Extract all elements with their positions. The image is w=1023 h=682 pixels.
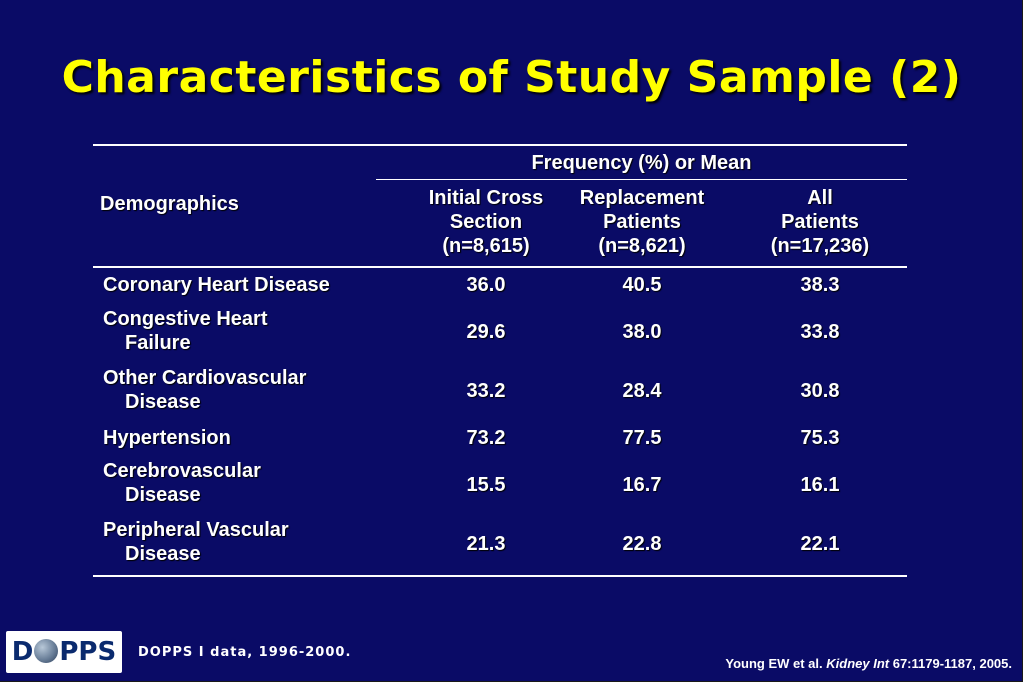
row-label-line: Congestive Heart bbox=[103, 308, 268, 330]
logo-text-left: D bbox=[11, 637, 34, 667]
table-row-label: Other Cardiovascular Disease bbox=[103, 366, 306, 414]
row-label-line: Peripheral Vascular bbox=[103, 519, 289, 541]
group-header-rule bbox=[376, 179, 907, 180]
column-header-line: (n=17,236) bbox=[770, 235, 870, 257]
row-label-line: Disease bbox=[125, 391, 201, 413]
citation-details: 67:1179-1187, 2005. bbox=[892, 656, 1012, 671]
table-cell: 40.5 bbox=[622, 274, 662, 296]
table-cell: 28.4 bbox=[622, 380, 662, 402]
column-header-line: Replacement bbox=[579, 187, 705, 209]
table-row-label: Peripheral Vascular Disease bbox=[103, 518, 289, 566]
table-cell: 22.8 bbox=[622, 533, 662, 555]
table-row-label: Congestive Heart Failure bbox=[103, 307, 268, 355]
globe-icon bbox=[34, 639, 59, 663]
study-sample-table: Frequency (%) or Mean Demographics Initi… bbox=[93, 144, 907, 577]
column-header-line: Initial Cross bbox=[428, 187, 544, 209]
column-header-replacement: Replacement Patients (n=8,621) bbox=[542, 186, 742, 258]
column-header-line: (n=8,615) bbox=[442, 235, 530, 257]
row-label-line: Other Cardiovascular bbox=[103, 367, 307, 389]
table-cell: 38.0 bbox=[622, 321, 662, 343]
slide-title: Characteristics of Study Sample (2) bbox=[61, 52, 962, 103]
table-cell: 75.3 bbox=[800, 427, 840, 449]
table-cell: 33.8 bbox=[800, 321, 840, 343]
logo-text-right: PPS bbox=[59, 637, 117, 667]
column-header-initial: Initial Cross Section (n=8,615) bbox=[386, 186, 586, 258]
row-label-line: Disease bbox=[125, 484, 201, 506]
group-header: Frequency (%) or Mean bbox=[531, 152, 752, 174]
data-source-note: DOPPS I data, 1996-2000. bbox=[138, 645, 352, 660]
column-header-line: Section bbox=[449, 211, 523, 233]
table-cell: 29.6 bbox=[466, 321, 506, 343]
table-cell: 73.2 bbox=[466, 427, 506, 449]
row-label-line: Failure bbox=[125, 332, 191, 354]
citation-journal: Kidney Int bbox=[826, 656, 890, 671]
column-header-line: Patients bbox=[603, 211, 681, 233]
table-cell: 21.3 bbox=[466, 533, 506, 555]
dopps-logo: D PPS bbox=[6, 631, 122, 673]
table-row-label: Cerebrovascular Disease bbox=[103, 459, 261, 507]
table-cell: 30.8 bbox=[800, 380, 840, 402]
row-label-line: Disease bbox=[125, 543, 201, 565]
table-cell: 16.7 bbox=[622, 474, 662, 496]
table-cell: 15.5 bbox=[466, 474, 506, 496]
table-row-label: Hypertension bbox=[103, 426, 231, 450]
table-cell: 36.0 bbox=[466, 274, 506, 296]
table-cell: 77.5 bbox=[622, 427, 662, 449]
table-bottom-rule bbox=[93, 575, 907, 577]
row-label-line: Hypertension bbox=[103, 427, 231, 449]
table-top-rule bbox=[93, 144, 907, 146]
table-row-label: Coronary Heart Disease bbox=[103, 273, 330, 297]
header-bottom-rule bbox=[93, 266, 907, 268]
column-header-line: Patients bbox=[781, 211, 859, 233]
citation: Young EW et al. Kidney Int 67:1179-1187,… bbox=[725, 656, 1012, 671]
table-cell: 38.3 bbox=[800, 274, 840, 296]
row-label-line: Cerebrovascular bbox=[103, 460, 261, 482]
row-label-line: Coronary Heart Disease bbox=[103, 274, 330, 296]
citation-authors: Young EW et al. bbox=[725, 656, 823, 671]
row-header: Demographics bbox=[100, 193, 239, 215]
column-header-line: All bbox=[807, 187, 833, 209]
column-header-line: (n=8,621) bbox=[598, 235, 686, 257]
table-cell: 22.1 bbox=[800, 533, 840, 555]
column-header-all: All Patients (n=17,236) bbox=[720, 186, 920, 258]
table-cell: 33.2 bbox=[466, 380, 506, 402]
table-cell: 16.1 bbox=[800, 474, 840, 496]
